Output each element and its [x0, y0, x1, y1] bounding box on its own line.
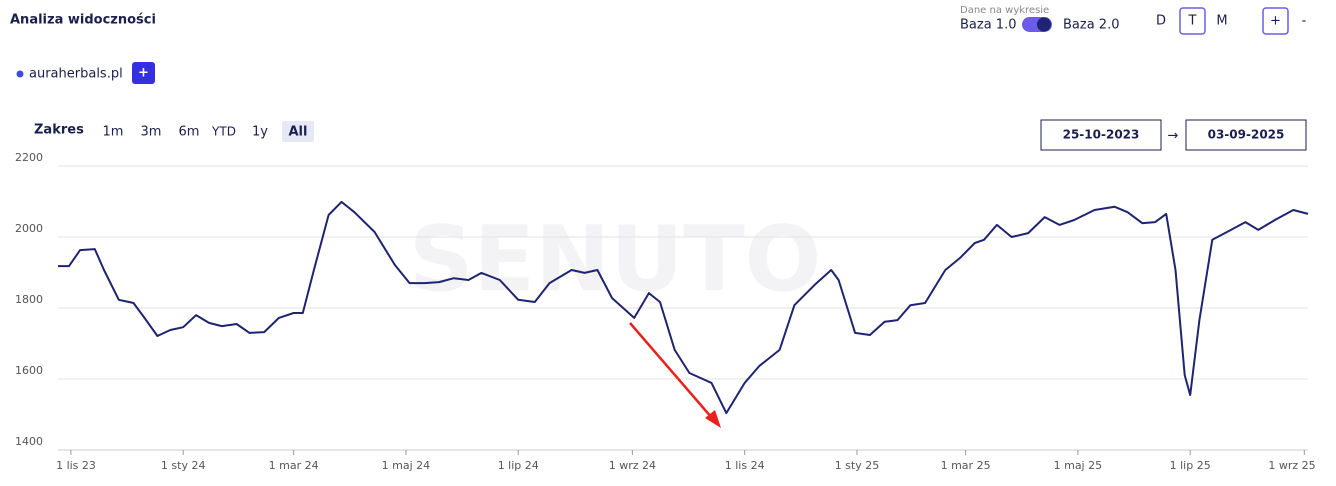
- page-title: Analiza widoczności: [10, 13, 156, 28]
- add-domain[interactable]: [132, 62, 155, 84]
- toggle-left[interactable]: Baza 1.0: [960, 18, 1016, 33]
- range-label: Zakres: [34, 123, 84, 138]
- date-to-box[interactable]: [1185, 119, 1307, 151]
- date-from[interactable]: 25-10-2023: [1063, 128, 1140, 142]
- x-tick-label: 1 mar 24: [269, 459, 319, 472]
- data-label: Dane na wykresie: [960, 5, 1049, 16]
- zoom-out[interactable]: -: [1302, 14, 1307, 29]
- plot: 1400 1600 1800 2000 2200 1 lis 23 1 sty 24 1 ma…: [15, 151, 1316, 472]
- x-tick-label: 1 sty 24: [161, 459, 206, 472]
- annotation-arrowhead: [705, 410, 721, 428]
- series-line: [58, 200, 1309, 415]
- add-domain-label[interactable]: +: [138, 66, 149, 81]
- y-tick-label: 1600: [15, 364, 43, 377]
- x-tick-label: 1 lip 25: [1170, 459, 1211, 472]
- date-from-box[interactable]: [1040, 119, 1162, 151]
- x-tick-label: 1 lis 24: [725, 459, 765, 472]
- y-tick-label: 2200: [15, 151, 43, 164]
- gran-d[interactable]: D: [1156, 14, 1166, 29]
- zoom-in[interactable]: +: [1270, 14, 1281, 29]
- domain-name: auraherbals.pl: [29, 67, 123, 82]
- y-tick-label: 2000: [15, 222, 43, 235]
- x-tick-label: 1 maj 25: [1054, 459, 1103, 472]
- range-option[interactable]: All: [289, 125, 308, 140]
- watermark: SENUTO: [409, 207, 822, 312]
- annotation-arrow: [629, 322, 713, 419]
- range-option[interactable]: YTD: [211, 125, 236, 139]
- x-tick-label: 1 wrz 25: [1268, 459, 1315, 472]
- x-tick-label: 1 lis 23: [56, 459, 96, 472]
- range-option[interactable]: 6m: [179, 125, 200, 140]
- range-option[interactable]: 1y: [252, 125, 268, 140]
- toggle-knob: [1037, 17, 1051, 32]
- range-option[interactable]: 1m: [103, 125, 124, 140]
- x-tick-label: 1 lip 24: [498, 459, 539, 472]
- x-tick-label: 1 maj 24: [382, 459, 431, 472]
- zoom-in-box[interactable]: [1262, 7, 1289, 35]
- y-tick-label: 1400: [15, 435, 43, 448]
- series-dot: [16, 70, 24, 78]
- toggle-right[interactable]: Baza 2.0: [1063, 18, 1119, 33]
- range-active[interactable]: [282, 121, 314, 142]
- gran-m[interactable]: M: [1216, 14, 1227, 29]
- date-arrow: →: [1168, 129, 1179, 144]
- y-tick-label: 1800: [15, 293, 43, 306]
- x-tick-label: 1 mar 25: [941, 459, 991, 472]
- x-tick-label: 1 sty 25: [835, 459, 880, 472]
- gran-t[interactable]: T: [1188, 14, 1197, 29]
- range-option[interactable]: 3m: [141, 125, 162, 140]
- date-to[interactable]: 03-09-2025: [1208, 128, 1285, 142]
- gran-t-box[interactable]: [1179, 7, 1206, 35]
- x-tick-label: 1 wrz 24: [609, 459, 656, 472]
